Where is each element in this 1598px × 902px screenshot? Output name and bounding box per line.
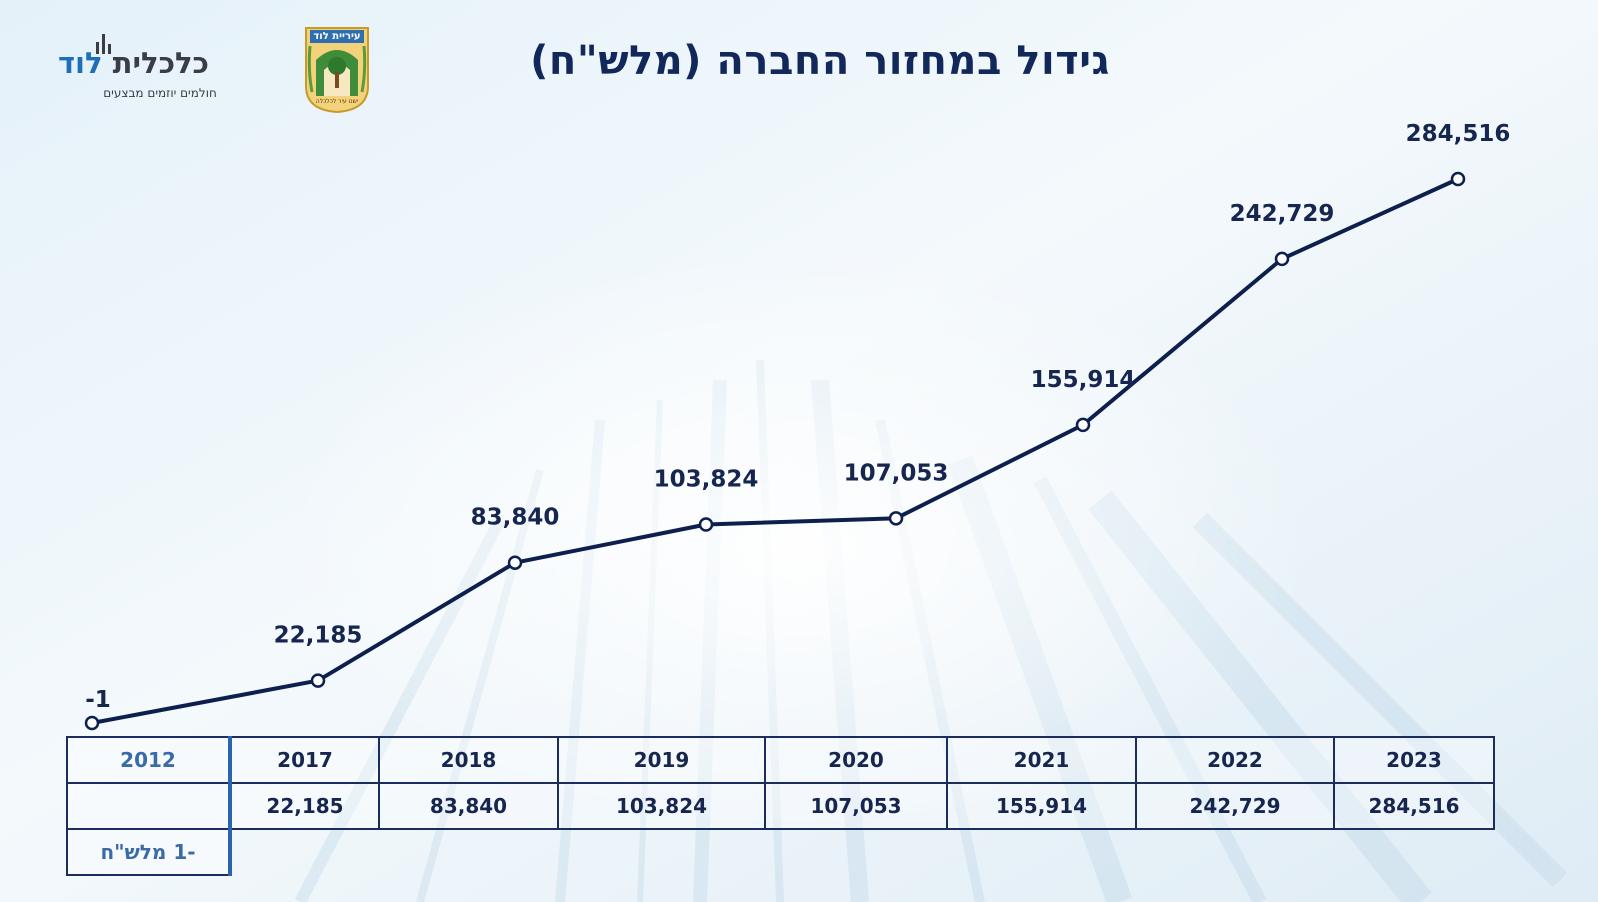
line-chart: -1 22,185 83,840 103,824 107,053 155,914 242,7… <box>84 121 1511 731</box>
table-year-row: 2012 2017 2018 2019 2020 2021 2022 2023 <box>66 736 1495 784</box>
data-point-marker <box>698 517 714 532</box>
table-value-cell: 155,914 <box>946 782 1137 830</box>
data-point-marker <box>310 673 326 688</box>
table-year-cell: 2021 <box>946 736 1137 784</box>
table-note-cell: -1 מלש"ח <box>66 828 232 876</box>
table-value-cell: 242,729 <box>1135 782 1335 830</box>
brand-name: כלכלית לוד <box>58 46 258 80</box>
bar-chart-logo-icon <box>96 34 111 54</box>
data-label: 83,840 <box>471 505 560 531</box>
data-point-marker <box>507 555 523 570</box>
emblem-bottom-text: ישנו עיר לכלכלה <box>315 98 359 105</box>
table-year-cell: 2018 <box>378 736 559 784</box>
data-label: 155,914 <box>1031 367 1136 393</box>
table-note-row: -1 מלש"ח <box>66 828 1494 876</box>
table-year-cell: 2019 <box>557 736 766 784</box>
data-point-marker <box>84 715 100 731</box>
data-point-marker <box>888 511 904 526</box>
data-point-marker <box>1450 171 1466 187</box>
table-year-cell: 2012 <box>66 736 232 784</box>
chart-marks: -1 22,185 83,840 103,824 107,053 155,914 242,7… <box>84 121 1511 731</box>
table-value-cell: 22,185 <box>229 782 380 830</box>
data-point-marker <box>1274 251 1290 267</box>
data-label: 22,185 <box>274 623 363 649</box>
table-year-cell: 2020 <box>764 736 948 784</box>
data-label: 107,053 <box>844 460 949 486</box>
table-year-cell: 2023 <box>1333 736 1495 784</box>
data-point-marker <box>1075 417 1091 433</box>
city-emblem-icon <box>305 27 369 114</box>
table-year-cell: 2022 <box>1135 736 1335 784</box>
brand-name-part2: לוד <box>58 46 103 80</box>
chart-line-layer <box>91 177 1459 725</box>
brand-tagline: חולמים יוזמים מבצעים <box>103 86 217 100</box>
table-value-row: 22,185 83,840 103,824 107,053 155,914 24… <box>66 782 1495 830</box>
table-value-cell <box>66 782 232 830</box>
table-value-cell: 103,824 <box>557 782 766 830</box>
data-label: 103,824 <box>654 466 759 492</box>
series-line <box>91 177 1459 725</box>
city-emblem: עיריית לוד ישנו עיר לכלכלה <box>302 26 372 114</box>
data-label: 284,516 <box>1406 121 1511 147</box>
table-value-cell: 107,053 <box>764 782 948 830</box>
data-table: 2012 2017 2018 2019 2020 2021 2022 2023 … <box>66 736 1495 876</box>
page-title: גידול במחזור החברה (מלש"ח) <box>530 38 1110 84</box>
data-label: 242,729 <box>1230 201 1335 227</box>
table-value-cell: 284,516 <box>1333 782 1495 830</box>
table-year-cell: 2017 <box>229 736 380 784</box>
table-value-cell: 83,840 <box>378 782 559 830</box>
emblem-top-text: עיריית לוד <box>313 31 361 42</box>
data-label: -1 <box>85 687 111 713</box>
brand-name-part1: כלכלית <box>112 46 209 80</box>
